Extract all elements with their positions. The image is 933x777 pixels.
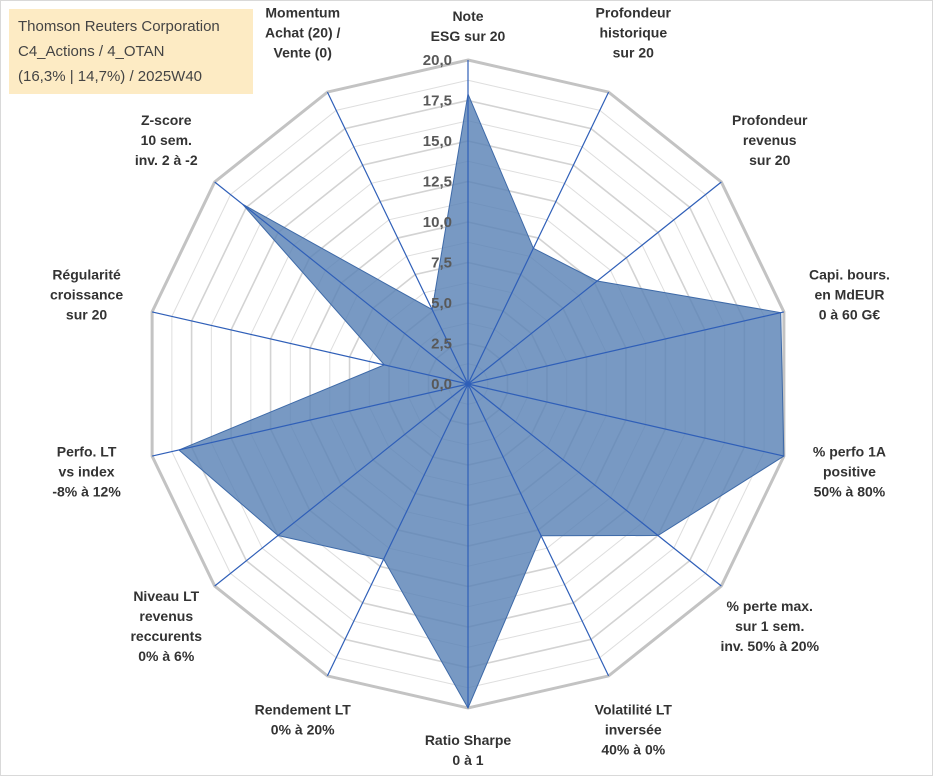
axis-label-line: en MdEUR <box>814 287 884 303</box>
axis-label-line: revenus <box>743 132 797 148</box>
axis-labels: Note ESG sur 20 Profondeur historique sur 20… <box>50 4 890 768</box>
spoke-line <box>151 311 469 385</box>
axis-label-line: % perte max. <box>727 598 813 614</box>
axis-label-line: Perfo. LT <box>57 443 117 459</box>
portfolio-path: C4_Actions / 4_OTAN <box>18 43 165 60</box>
axis-label-line: Capi. bours. <box>809 267 890 283</box>
spoke-line <box>214 383 469 587</box>
spoke-line <box>467 383 722 587</box>
title-box: Thomson Reuters Corporation C4_Actions /… <box>9 9 253 94</box>
axis-label: Momentum Achat (20) / Vente (0) <box>265 4 341 60</box>
tick-label: 12,5 <box>423 174 452 191</box>
axis-label: Perfo. LT vs index -8% à 12% <box>52 443 121 499</box>
axis-label-line: vs index <box>59 463 115 479</box>
axis-label-line: sur 20 <box>66 307 107 323</box>
axis-label: Régularité croissance sur 20 <box>50 267 123 323</box>
axis-label-line: Z-score <box>141 112 192 128</box>
tick-label: 2,5 <box>431 336 452 353</box>
data-area <box>178 92 785 710</box>
spoke-line <box>151 383 469 457</box>
axis-label-line: Ratio Sharpe <box>425 732 512 748</box>
axis-label-line: ESG sur 20 <box>431 28 506 44</box>
axis-label-line: Achat (20) / <box>265 24 341 40</box>
tick-label: 5,0 <box>431 295 452 312</box>
axis-label-line: sur 20 <box>613 44 654 60</box>
tick-label: 0,0 <box>431 376 452 393</box>
axis-label-line: reccurents <box>130 628 202 644</box>
axis-label: Profondeur historique sur 20 <box>596 4 672 60</box>
spoke-line <box>467 383 785 457</box>
axis-label-line: Profondeur <box>596 4 672 20</box>
spoke-line <box>326 91 469 385</box>
axis-label: Niveau LT revenus reccurents 0% à 6% <box>130 588 202 664</box>
spoke-line <box>467 383 610 677</box>
axis-label-line: croissance <box>50 287 123 303</box>
tick-labels: 0,0 2,5 5,0 7,5 10,0 12,5 15,0 17,5 20,0 <box>423 52 452 393</box>
spoke-line <box>467 311 785 385</box>
axis-label-line: 0% à 6% <box>138 648 195 664</box>
axis-label-line: 0 à 60 G€ <box>819 307 881 323</box>
axis-label-line: Note <box>452 8 483 24</box>
axis-label-line: inv. 2 à -2 <box>135 152 198 168</box>
axis-label-line: positive <box>823 463 876 479</box>
tick-label: 7,5 <box>431 255 452 272</box>
axis-label-line: inv. 50% à 20% <box>720 638 819 654</box>
axis-label: Z-score 10 sem. inv. 2 à -2 <box>135 112 198 168</box>
axis-label: Volatilité LT inversée 40% à 0% <box>595 702 673 758</box>
axis-label: Rendement LT 0% à 20% <box>255 702 352 738</box>
axis-label-line: inversée <box>605 722 662 738</box>
axis-label-line: historique <box>599 24 667 40</box>
axis-label-line: -8% à 12% <box>52 483 121 499</box>
tick-label: 17,5 <box>423 93 452 110</box>
axis-label-line: 10 sem. <box>141 132 192 148</box>
tick-label: 15,0 <box>423 133 452 150</box>
axis-label: Profondeur revenus sur 20 <box>732 112 808 168</box>
axis-label-line: 40% à 0% <box>601 742 665 758</box>
axis-label: Note ESG sur 20 <box>431 8 506 44</box>
axis-label-line: Niveau LT <box>133 588 199 604</box>
axis-label: Ratio Sharpe 0 à 1 <box>425 732 512 768</box>
axis-label-line: 50% à 80% <box>814 483 886 499</box>
spoke-line <box>214 181 469 385</box>
axis-label-line: 0 à 1 <box>452 752 483 768</box>
tick-label: 20,0 <box>423 52 452 69</box>
spoke-line <box>326 383 469 677</box>
axis-label: Capi. bours. en MdEUR 0 à 60 G€ <box>809 267 890 323</box>
axis-label-line: sur 20 <box>749 152 790 168</box>
company-name: Thomson Reuters Corporation <box>18 18 220 35</box>
spoke-line <box>467 181 722 385</box>
axis-label-line: Vente (0) <box>274 44 332 60</box>
axis-label-line: Profondeur <box>732 112 808 128</box>
axis-label-line: Momentum <box>265 4 340 20</box>
tick-label: 10,0 <box>423 214 452 231</box>
axis-label-line: Rendement LT <box>255 702 352 718</box>
period-info: (16,3% | 14,7%) / 2025W40 <box>18 68 202 85</box>
axis-label: % perfo 1A positive 50% à 80% <box>813 443 886 499</box>
axis-label-line: Régularité <box>52 267 121 283</box>
spoke-line <box>467 91 610 385</box>
axis-label: % perte max. sur 1 sem. inv. 50% à 20% <box>720 598 819 654</box>
axis-label-line: 0% à 20% <box>271 722 335 738</box>
axis-label-line: % perfo 1A <box>813 443 886 459</box>
spokes <box>151 60 785 708</box>
axis-label-line: revenus <box>139 608 193 624</box>
axis-label-line: Volatilité LT <box>595 702 673 718</box>
axis-label-line: sur 1 sem. <box>735 618 804 634</box>
